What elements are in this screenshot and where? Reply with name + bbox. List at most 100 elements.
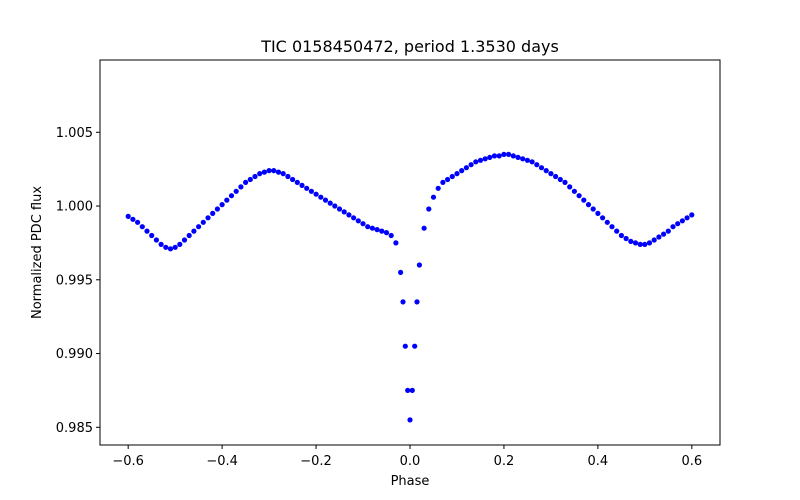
data-point (501, 151, 507, 157)
data-point (637, 241, 643, 247)
data-point (562, 179, 568, 185)
data-point (186, 232, 192, 239)
data-point (581, 197, 587, 203)
data-point (477, 157, 484, 163)
data-point (238, 184, 244, 190)
data-point (421, 225, 427, 231)
data-point (642, 241, 648, 247)
data-point (412, 343, 418, 349)
data-point (336, 206, 343, 212)
data-point (149, 232, 155, 239)
data-point (374, 227, 380, 233)
data-point (468, 162, 474, 168)
data-point (257, 171, 263, 177)
data-point (365, 224, 371, 230)
data-point (280, 171, 286, 177)
data-point (360, 221, 366, 227)
data-point (679, 218, 686, 224)
data-point (576, 193, 582, 199)
data-point (618, 232, 625, 239)
data-point (614, 228, 620, 234)
data-point (409, 387, 415, 393)
data-point (435, 185, 441, 191)
data-point (388, 232, 394, 239)
data-point (557, 176, 563, 183)
data-point (463, 165, 469, 171)
data-point (623, 235, 629, 242)
data-point (590, 206, 596, 212)
data-point (646, 240, 653, 246)
data-point (304, 185, 310, 191)
data-point (379, 228, 385, 234)
data-point (158, 241, 164, 247)
data-point (449, 173, 455, 180)
data-point (585, 202, 592, 208)
data-point (346, 212, 352, 218)
data-point (252, 173, 258, 180)
data-point (416, 262, 422, 268)
data-point (543, 168, 549, 174)
data-point (139, 224, 145, 230)
data-point (482, 156, 488, 162)
data-point (571, 188, 578, 194)
data-point (294, 179, 300, 185)
y-tick-label: 0.985 (56, 421, 93, 436)
data-point (369, 225, 375, 231)
x-tick-label: 0.2 (494, 454, 515, 469)
y-axis-ticks: 0.985 0.990 0.995 1.000 1.005 (56, 126, 100, 436)
data-point (125, 213, 131, 219)
data-point (318, 194, 324, 200)
data-point (670, 224, 676, 230)
data-point (520, 156, 526, 162)
data-point (459, 168, 465, 174)
data-point (506, 151, 512, 157)
x-tick-label: 0.0 (400, 454, 421, 469)
chart-title: TIC 0158450472, period 1.3530 days (260, 37, 559, 56)
data-point (426, 206, 432, 212)
data-point (341, 209, 347, 215)
y-tick-label: 0.995 (56, 273, 93, 288)
y-tick-label: 1.000 (56, 200, 93, 215)
data-point (308, 188, 314, 194)
data-point (153, 237, 159, 243)
data-point (290, 176, 296, 183)
data-point (400, 299, 406, 305)
data-point (219, 202, 225, 208)
x-axis-label: Phase (391, 474, 430, 489)
data-point (285, 173, 291, 180)
y-tick-label: 0.990 (56, 347, 93, 362)
data-point (191, 228, 197, 234)
data-point (600, 215, 606, 221)
data-point (313, 191, 319, 197)
data-point (261, 169, 267, 175)
data-point (595, 210, 601, 216)
data-point (661, 231, 667, 237)
data-point (332, 203, 338, 209)
data-point (604, 219, 610, 225)
data-point (553, 173, 559, 180)
data-point (210, 210, 216, 216)
data-point (656, 234, 662, 240)
data-point (327, 200, 333, 206)
data-point (510, 153, 516, 159)
data-point (534, 162, 540, 168)
data-point (454, 171, 460, 177)
data-point (271, 168, 277, 174)
data-point (130, 216, 136, 222)
data-point (609, 224, 615, 230)
data-point (407, 417, 413, 423)
data-point (224, 197, 230, 203)
data-point (548, 171, 554, 177)
data-point (144, 228, 150, 234)
data-point (351, 215, 357, 221)
data-point (515, 154, 521, 160)
data-point (675, 221, 681, 227)
data-point (628, 238, 634, 244)
x-tick-label: −0.4 (206, 454, 238, 469)
data-point (632, 240, 639, 246)
data-point (440, 179, 446, 185)
y-axis-label: Normalized PDC flux (30, 186, 45, 319)
data-point (167, 246, 174, 252)
data-point (383, 230, 390, 236)
